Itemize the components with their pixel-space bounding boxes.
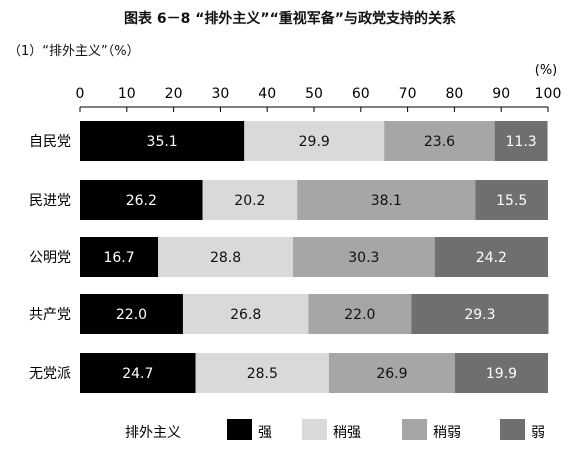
bar-segment <box>182 294 309 334</box>
legend-title: 排外主义 <box>125 425 181 441</box>
chart-title: 图表 6－8 “排外主义”“重视军备”与政党支持的关系 <box>123 11 457 27</box>
bar-segment <box>80 237 159 277</box>
bar-segment <box>80 353 196 393</box>
x-tick-label: 40 <box>258 86 276 102</box>
data-label: 29.3 <box>464 307 495 323</box>
category-label: 自民党 <box>29 134 71 150</box>
category-label: 共产党 <box>29 307 71 323</box>
data-label: 30.3 <box>348 250 379 266</box>
data-label: 20.2 <box>234 193 265 209</box>
legend-label: 弱 <box>531 425 545 441</box>
bar-segment <box>434 237 548 277</box>
x-tick-label: 10 <box>118 86 136 102</box>
data-label: 23.6 <box>424 134 455 150</box>
x-tick-label: 90 <box>492 86 510 102</box>
data-label: 22.0 <box>116 307 147 323</box>
data-label: 28.5 <box>247 366 278 382</box>
x-tick-label: 100 <box>535 86 562 102</box>
data-label: 24.7 <box>122 366 153 382</box>
legend-swatch <box>402 419 427 440</box>
bar-segment <box>494 121 548 161</box>
data-label: 26.8 <box>230 307 261 323</box>
category-label: 无党派 <box>29 366 71 382</box>
x-tick-label: 60 <box>352 86 370 102</box>
x-tick-label: 30 <box>211 86 229 102</box>
bar-segment <box>80 121 245 161</box>
data-label: 19.9 <box>486 366 517 382</box>
category-label: 公明党 <box>29 250 71 266</box>
bar-segment <box>411 294 549 334</box>
x-tick-label: 50 <box>305 86 323 102</box>
bar-segment <box>297 180 476 220</box>
x-tick-label: 20 <box>165 86 183 102</box>
x-tick-label: 80 <box>445 86 463 102</box>
bar-segment <box>454 353 548 393</box>
legend-swatch <box>302 419 327 440</box>
data-label: 24.2 <box>476 250 507 266</box>
data-label: 11.3 <box>506 134 537 150</box>
bar-segment <box>195 353 329 393</box>
bar-segment <box>202 180 298 220</box>
data-label: 29.9 <box>299 134 330 150</box>
data-label: 26.2 <box>126 193 157 209</box>
x-tick-label: 0 <box>76 86 85 102</box>
legend-swatch <box>227 419 252 440</box>
category-label: 民进党 <box>29 193 71 209</box>
data-label: 16.7 <box>103 250 134 266</box>
bar-segment <box>80 180 203 220</box>
chart-subtitle: （1）“排外主义”（%） <box>8 44 140 59</box>
x-tick-label: 70 <box>399 86 417 102</box>
bar-segment <box>158 237 293 277</box>
bar-segment <box>328 353 455 393</box>
legend-label: 稍强 <box>333 425 361 441</box>
legend-label: 强 <box>258 425 272 441</box>
data-label: 15.5 <box>496 193 527 209</box>
bar-segment <box>308 294 412 334</box>
data-label: 26.9 <box>376 366 407 382</box>
data-label: 38.1 <box>371 193 402 209</box>
bar-segment <box>475 180 548 220</box>
legend-swatch <box>500 419 525 440</box>
legend-label: 稍弱 <box>433 425 461 441</box>
unit-label: (%) <box>535 63 558 78</box>
data-label: 35.1 <box>147 134 178 150</box>
data-label: 28.8 <box>210 250 241 266</box>
bar-segment <box>80 294 183 334</box>
data-label: 22.0 <box>344 307 375 323</box>
bar-segment <box>244 121 385 161</box>
bar-segment <box>292 237 435 277</box>
bar-segment <box>384 121 495 161</box>
